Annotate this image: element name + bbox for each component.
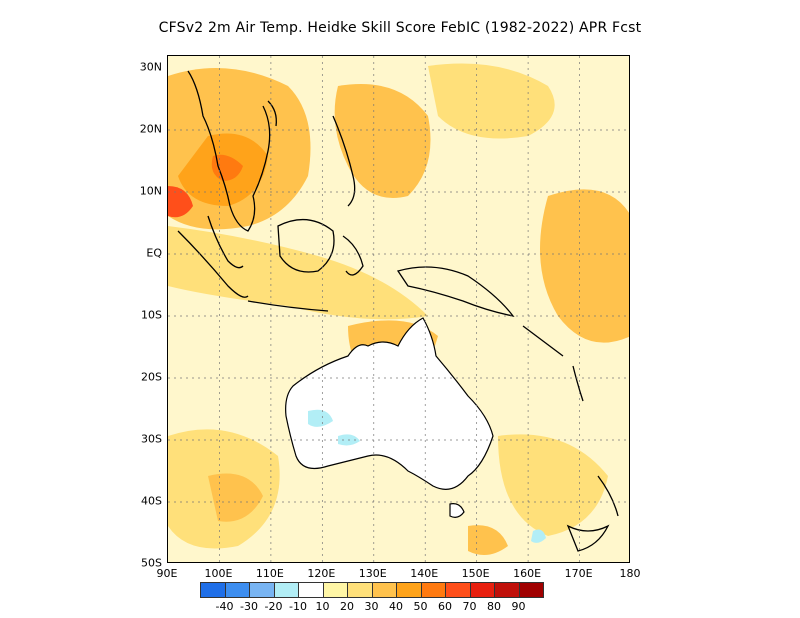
- skill-patch-philippines: [334, 84, 431, 198]
- skill-patch-south-indian: [208, 473, 263, 522]
- lat-label: 50S: [141, 556, 162, 570]
- coast-taiwan-hainan: [267, 100, 277, 127]
- negative-skill-patch-west-australia: [308, 409, 333, 427]
- coast-borneo: [277, 219, 335, 273]
- colorbar-label: 60: [438, 600, 452, 613]
- map-canvas: [168, 56, 629, 562]
- lat-label: 10N: [139, 184, 162, 198]
- lat-label: EQ: [146, 246, 162, 260]
- colorbar-swatch: [445, 582, 471, 598]
- coast-indochina: [187, 70, 271, 232]
- lon-label: 110E: [255, 567, 284, 580]
- colorbar-swatch: [518, 582, 544, 598]
- tasmania: [449, 503, 465, 518]
- skill-patch-north-pacific: [428, 63, 555, 139]
- colorbar-label: 30: [364, 600, 379, 613]
- coast-sulawesi: [342, 235, 364, 276]
- skill-patch-equatorial: [168, 226, 428, 320]
- lat-label: 20N: [139, 122, 162, 136]
- colorbar-swatch: [347, 582, 373, 598]
- skill-patch-tasman: [498, 434, 608, 536]
- colorbar-swatch: [420, 582, 446, 598]
- lon-label: 180: [619, 567, 641, 580]
- colorbar-label: 50: [413, 600, 428, 613]
- skill-score-map: [167, 55, 630, 563]
- colorbar-swatch: [494, 582, 520, 598]
- colorbar-swatch: [200, 582, 226, 598]
- coast-new-zealand-south: [566, 524, 610, 552]
- coast-philippines: [332, 115, 356, 207]
- lon-label: 90E: [156, 567, 178, 580]
- colorbar-label: 90: [511, 600, 526, 613]
- colorbar-label: -30: [240, 600, 258, 613]
- lon-label: 120E: [307, 567, 336, 580]
- colorbar-label: 10: [315, 600, 330, 613]
- lon-label: 130E: [358, 567, 387, 580]
- graticule: [168, 56, 629, 562]
- skill-patch-andaman: [168, 186, 193, 218]
- lon-label: 170E: [564, 567, 593, 580]
- coast-malay-peninsula: [207, 215, 244, 269]
- colorbar-swatch: [396, 582, 422, 598]
- lat-label: 30S: [141, 432, 162, 446]
- lat-label: 30N: [139, 60, 162, 74]
- colorbar-swatch: [469, 582, 495, 598]
- colorbar-label: 40: [389, 600, 403, 613]
- coast-java: [247, 300, 329, 312]
- negative-skill-patch-new-zealand: [531, 529, 546, 543]
- lon-label: 150E: [461, 567, 490, 580]
- skill-patch-thailand-hotspot: [211, 154, 243, 181]
- colorbar-label: -10: [289, 600, 307, 613]
- lat-label: 10S: [141, 308, 162, 322]
- colorbar-swatch: [273, 582, 299, 598]
- lat-label: 40S: [141, 494, 162, 508]
- skill-patches: [168, 63, 629, 555]
- coast-new-guinea: [396, 266, 515, 317]
- colorbar: [200, 582, 544, 598]
- colorbar-label: 20: [340, 600, 354, 613]
- colorbar-label: -40: [215, 600, 234, 613]
- australia-landmass: [285, 317, 494, 490]
- colorbar-swatch: [249, 582, 275, 598]
- coast-new-zealand-north: [597, 475, 619, 517]
- lat-label: 20S: [141, 370, 162, 384]
- colorbar-label: 80: [487, 600, 501, 613]
- lon-label: 140E: [410, 567, 439, 580]
- skill-patch-south-tasman: [468, 525, 508, 555]
- colorbar-swatch: [371, 582, 397, 598]
- lon-label: 100E: [204, 567, 233, 580]
- colorbar-label: -20: [264, 600, 283, 613]
- lon-label: 160E: [513, 567, 542, 580]
- map-title: CFSv2 2m Air Temp. Heidke Skill Score Fe…: [158, 20, 642, 36]
- colorbar-label: 70: [462, 600, 477, 613]
- colorbar-swatch: [224, 582, 250, 598]
- skill-patch-east-pacific: [540, 189, 629, 343]
- coast-solomon-islands: [522, 325, 564, 357]
- colorbar-swatch: [322, 582, 348, 598]
- coast-vanuatu: [572, 365, 584, 402]
- colorbar-swatch: [298, 582, 324, 598]
- coast-sumatra: [177, 230, 249, 298]
- coastlines: [177, 70, 619, 552]
